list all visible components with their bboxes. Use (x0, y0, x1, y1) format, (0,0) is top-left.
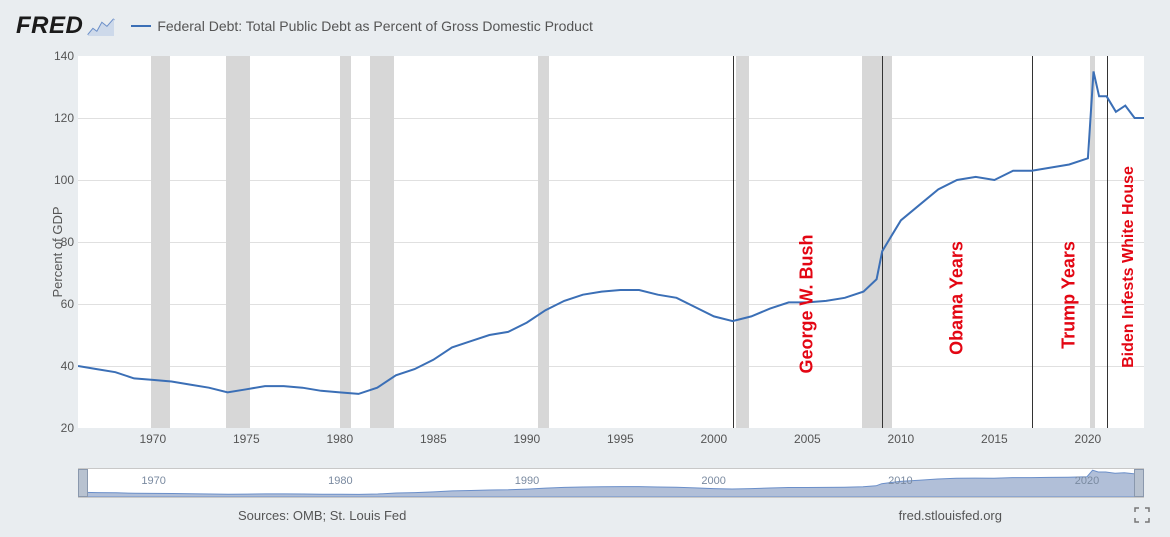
range-handle-right[interactable] (1134, 469, 1144, 497)
y-axis-label: Percent of GDP (50, 206, 65, 297)
fullscreen-icon[interactable] (1134, 507, 1150, 523)
header: FRED Federal Debt: Total Public Debt as … (16, 12, 593, 40)
x-tick-label: 1985 (420, 428, 447, 446)
x-tick-label: 1990 (513, 428, 540, 446)
annotation-label: Trump Years (1059, 241, 1080, 349)
x-tick-label: 1980 (326, 428, 353, 446)
legend-text: Federal Debt: Total Public Debt as Perce… (157, 18, 593, 34)
fred-logo-icon (87, 16, 115, 36)
x-tick-label: 1995 (607, 428, 634, 446)
legend: Federal Debt: Total Public Debt as Perce… (131, 18, 593, 34)
annotation-label: Obama Years (946, 241, 967, 355)
line-chart-svg (78, 56, 1144, 428)
x-tick-label: 2020 (1075, 428, 1102, 446)
chart-area: Percent of GDP 2040608010012014019701975… (16, 48, 1154, 456)
y-tick-label: 20 (44, 421, 78, 435)
overview-tick-label: 2010 (888, 475, 912, 487)
overview-tick-label: 2020 (1075, 475, 1099, 487)
y-tick-label: 40 (44, 359, 78, 373)
range-overview[interactable]: 1970 1980 1990 2000 2010 2020 (78, 468, 1144, 498)
legend-swatch (131, 25, 151, 27)
overview-tick-label: 1990 (515, 475, 539, 487)
overview-svg (79, 469, 1143, 497)
y-tick-label: 100 (44, 173, 78, 187)
overview-tick-label: 1970 (141, 475, 165, 487)
source-url: fred.stlouisfed.org (899, 508, 1002, 523)
x-tick-label: 2010 (888, 428, 915, 446)
x-tick-label: 1970 (139, 428, 166, 446)
y-tick-label: 60 (44, 297, 78, 311)
fred-logo: FRED (16, 12, 115, 40)
chart-card: FRED Federal Debt: Total Public Debt as … (8, 8, 1162, 529)
x-tick-label: 1975 (233, 428, 260, 446)
y-tick-label: 80 (44, 235, 78, 249)
range-handle-left[interactable] (78, 469, 88, 497)
y-tick-label: 140 (44, 49, 78, 63)
overview-tick-label: 1980 (328, 475, 352, 487)
x-tick-label: 2000 (701, 428, 728, 446)
overview-tick-label: 2000 (701, 475, 725, 487)
annotation-label: Biden Infests White House (1120, 166, 1138, 368)
annotation-label: George W. Bush (797, 234, 818, 373)
fred-logo-text: FRED (16, 12, 83, 40)
footer: Sources: OMB; St. Louis Fed fred.stlouis… (8, 508, 1162, 528)
source-text: Sources: OMB; St. Louis Fed (238, 508, 406, 523)
x-tick-label: 2005 (794, 428, 821, 446)
y-tick-label: 120 (44, 111, 78, 125)
x-tick-label: 2015 (981, 428, 1008, 446)
plot-area[interactable]: 2040608010012014019701975198019851990199… (78, 56, 1144, 428)
